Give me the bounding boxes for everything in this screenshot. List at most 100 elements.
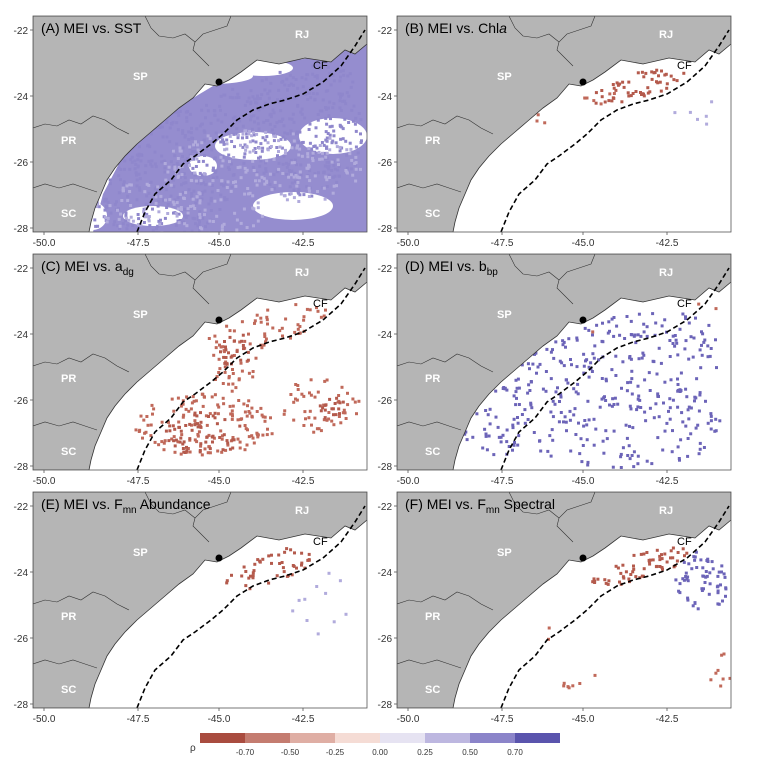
correlation-cell: [186, 207, 190, 211]
correlation-cell: [267, 554, 271, 558]
correlation-cell: [168, 140, 172, 144]
correlation-cell: [242, 565, 246, 569]
correlation-cell: [171, 149, 175, 153]
correlation-cell: [173, 427, 177, 431]
correlation-cell: [204, 116, 207, 120]
correlation-cell: [277, 88, 281, 92]
correlation-cell: [278, 70, 282, 74]
correlation-cell: [242, 207, 246, 211]
correlation-cell: [549, 454, 553, 458]
correlation-cell: [139, 223, 143, 227]
correlation-cell: [290, 169, 294, 173]
correlation-cell: [124, 219, 128, 223]
correlation-cell: [126, 223, 130, 227]
correlation-cell: [205, 163, 209, 167]
correlation-cell: [349, 85, 353, 89]
correlation-cell: [197, 150, 201, 154]
panel-title: (D) MEI vs. bbp: [405, 258, 498, 278]
correlation-cell: [330, 419, 334, 423]
correlation-cell: [221, 396, 225, 400]
correlation-cell: [210, 184, 214, 187]
state-label-sc: SC: [425, 446, 440, 458]
correlation-cell: [338, 401, 342, 405]
correlation-cell: [213, 393, 217, 397]
correlation-cell: [676, 388, 680, 392]
correlation-cell: [307, 91, 311, 95]
correlation-cell: [512, 394, 516, 398]
correlation-cell: [231, 116, 235, 120]
correlation-cell: [626, 91, 630, 95]
correlation-cell: [236, 418, 240, 422]
correlation-cell: [576, 382, 580, 386]
correlation-cell: [678, 388, 682, 392]
correlation-cell: [250, 406, 254, 410]
correlation-cell: [499, 440, 503, 444]
correlation-cell: [201, 392, 205, 396]
correlation-cell: [684, 317, 688, 320]
correlation-cell: [208, 219, 212, 223]
correlation-cell: [655, 80, 658, 84]
correlation-cell: [215, 340, 219, 344]
correlation-cell: [645, 325, 649, 329]
correlation-cell: [238, 165, 242, 169]
correlation-cell: [175, 214, 179, 218]
correlation-cell: [198, 210, 202, 214]
correlation-cell: [494, 389, 498, 393]
correlation-cell: [292, 564, 296, 568]
correlation-cell: [572, 413, 576, 417]
correlation-cell: [573, 407, 577, 411]
correlation-cell: [676, 377, 679, 381]
correlation-cell: [139, 159, 143, 163]
correlation-cell: [295, 184, 299, 188]
correlation-cell: [234, 180, 237, 184]
correlation-cell: [174, 110, 178, 114]
correlation-cell: [651, 312, 655, 316]
state-border: [508, 16, 560, 43]
correlation-cell: [678, 591, 682, 595]
correlation-cell: [600, 377, 604, 380]
state-border: [397, 421, 462, 431]
correlation-cell: [342, 73, 346, 77]
correlation-cell: [319, 409, 323, 413]
correlation-cell: [599, 102, 603, 106]
correlation-cell: [704, 575, 708, 579]
correlation-cell: [311, 151, 315, 155]
correlation-cell: [221, 448, 225, 452]
correlation-cell: [501, 433, 505, 437]
x-tick-label: -47.5: [491, 476, 514, 487]
correlation-cell: [303, 410, 307, 414]
correlation-cell: [339, 137, 343, 141]
correlation-cell: [529, 380, 533, 384]
correlation-cell: [324, 308, 327, 312]
correlation-cell: [645, 459, 649, 463]
correlation-cell: [667, 409, 670, 413]
correlation-cell: [177, 113, 181, 117]
correlation-cell: [172, 185, 176, 189]
correlation-cell: [223, 361, 227, 365]
correlation-cell: [199, 444, 203, 448]
correlation-cell: [178, 175, 182, 179]
correlation-cell: [253, 147, 257, 150]
correlation-cell: [227, 153, 231, 157]
correlation-cell: [251, 95, 255, 99]
correlation-cell: [292, 196, 296, 200]
correlation-cell: [333, 167, 337, 171]
x-tick-label: -42.5: [292, 476, 315, 487]
correlation-cell: [192, 157, 196, 161]
correlation-cell: [698, 348, 702, 352]
correlation-cell: [295, 566, 298, 570]
y-tick-label: -26: [378, 634, 393, 645]
correlation-cell: [313, 172, 317, 176]
correlation-cell: [285, 96, 289, 100]
correlation-cell: [226, 441, 230, 445]
correlation-cell: [484, 434, 488, 438]
correlation-cell: [669, 556, 672, 560]
correlation-cell: [644, 419, 648, 423]
correlation-cell: [199, 425, 203, 429]
correlation-cell: [700, 587, 704, 591]
correlation-cell: [687, 417, 691, 421]
correlation-cell: [248, 140, 252, 144]
y-tick-label: -22: [14, 502, 29, 513]
correlation-cell: [135, 198, 139, 202]
correlation-cell: [611, 465, 615, 469]
